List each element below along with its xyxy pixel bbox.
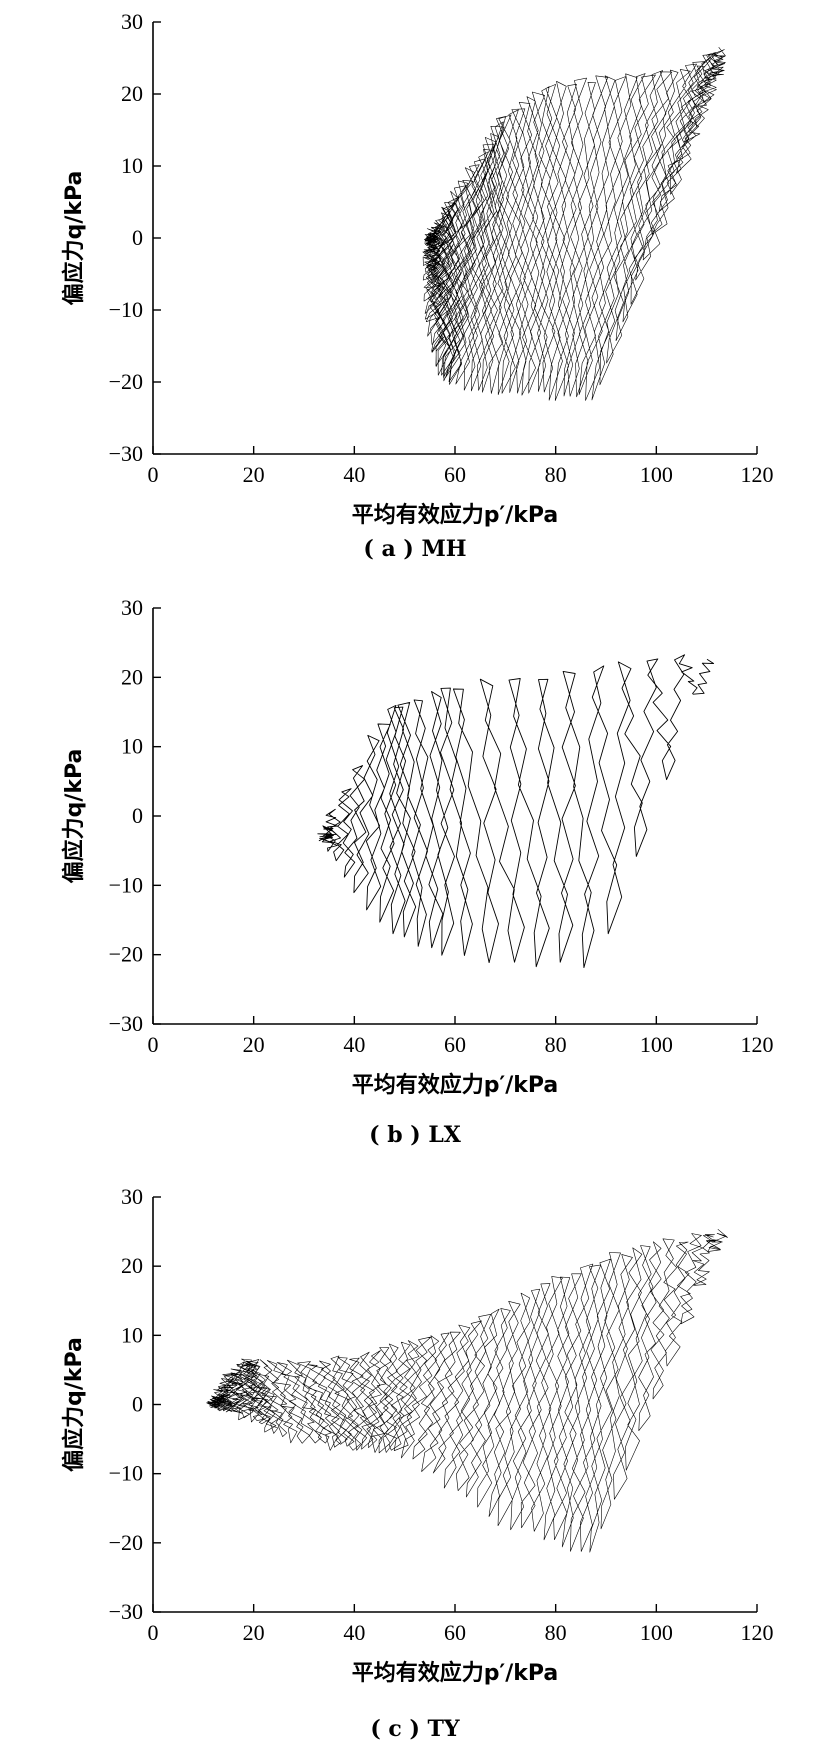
x-tick-label: 80: [545, 1620, 567, 1645]
y-tick-label: −30: [109, 1599, 143, 1624]
x-tick-label: 20: [243, 1032, 265, 1057]
x-tick-label: 100: [640, 462, 673, 487]
x-tick-label: 0: [148, 1620, 159, 1645]
y-tick-label: 20: [121, 664, 143, 689]
x-axis-label: 平均有效应力p′/kPa: [352, 502, 559, 528]
panel-caption: ( b ) LX: [369, 1122, 462, 1148]
y-tick-label: 10: [121, 153, 143, 178]
x-tick-label: 40: [343, 1032, 365, 1057]
x-tick-label: 100: [640, 1032, 673, 1057]
y-tick-label: −10: [109, 297, 143, 322]
panel-caption: ( a ) MH: [363, 536, 466, 562]
x-tick-label: 20: [243, 1620, 265, 1645]
x-tick-label: 120: [741, 462, 774, 487]
x-tick-label: 120: [741, 1032, 774, 1057]
x-tick-label: 0: [148, 1032, 159, 1057]
x-tick-label: 20: [243, 462, 265, 487]
x-tick-label: 100: [640, 1620, 673, 1645]
x-axis-label: 平均有效应力p′/kPa: [352, 1072, 559, 1098]
x-tick-label: 60: [444, 462, 466, 487]
x-axis-label: 平均有效应力p′/kPa: [352, 1660, 559, 1686]
y-tick-label: −30: [109, 441, 143, 466]
y-tick-label: 0: [132, 225, 143, 250]
y-axis-label: 偏应力q/kPa: [61, 749, 87, 884]
x-tick-label: 80: [545, 462, 567, 487]
y-axis-label: 偏应力q/kPa: [61, 1337, 87, 1472]
y-tick-label: −30: [109, 1011, 143, 1036]
y-tick-label: 30: [121, 1184, 143, 1209]
x-tick-label: 60: [444, 1620, 466, 1645]
y-tick-label: 10: [121, 734, 143, 759]
y-tick-label: 30: [121, 9, 143, 34]
x-tick-label: 0: [148, 462, 159, 487]
y-tick-label: −20: [109, 369, 143, 394]
y-tick-label: 0: [132, 1392, 143, 1417]
y-tick-label: −20: [109, 942, 143, 967]
x-tick-label: 40: [343, 1620, 365, 1645]
y-tick-label: 10: [121, 1322, 143, 1347]
x-tick-label: 40: [343, 462, 365, 487]
y-tick-label: −10: [109, 1461, 143, 1486]
stress-path-series: [317, 654, 715, 969]
x-tick-label: 60: [444, 1032, 466, 1057]
y-tick-label: 30: [121, 595, 143, 620]
stress-path-series: [206, 1228, 728, 1553]
x-tick-label: 120: [741, 1620, 774, 1645]
y-axis-label: 偏应力q/kPa: [61, 171, 87, 306]
panel-caption: ( c ) TY: [370, 1716, 460, 1742]
stress-path-series: [422, 47, 726, 401]
y-tick-label: −20: [109, 1530, 143, 1555]
y-tick-label: −10: [109, 872, 143, 897]
x-tick-label: 80: [545, 1032, 567, 1057]
y-tick-label: 20: [121, 1253, 143, 1278]
y-tick-label: 20: [121, 81, 143, 106]
y-tick-label: 0: [132, 803, 143, 828]
